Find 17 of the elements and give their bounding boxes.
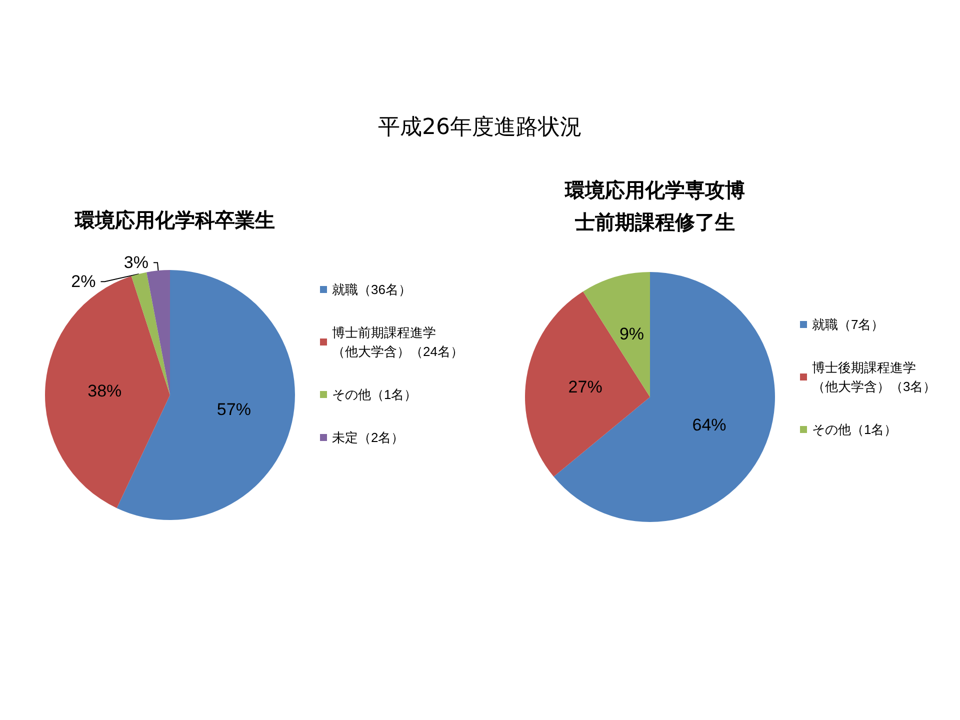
data-label: 27% [568,377,602,396]
chart-subtitle: 環境応用化学科卒業生 [74,209,275,232]
legend-label: 未定（2名） [332,430,404,445]
legend-label: 就職（36名） [332,282,412,297]
data-label: 9% [619,324,644,344]
chart-subtitle: 環境応用化学専攻博士前期課程修了生 [564,179,745,234]
chart-title: 平成26年度進路状況 [377,114,583,142]
legend-label: 博士前期課程進学（他大学含）（24名） [332,325,464,359]
data-label: 64% [692,415,726,434]
data-label: 38% [88,381,122,400]
legend-label: その他（1名） [812,422,898,437]
legend-label: 就職（7名） [812,317,884,332]
data-label: 57% [216,400,251,419]
legend-label: 博士後期課程進学（他大学含）（3名） [812,360,936,394]
data-label: 2% [71,272,96,292]
data-label: 3% [124,253,148,272]
legend-label: その他（1名） [332,387,418,402]
